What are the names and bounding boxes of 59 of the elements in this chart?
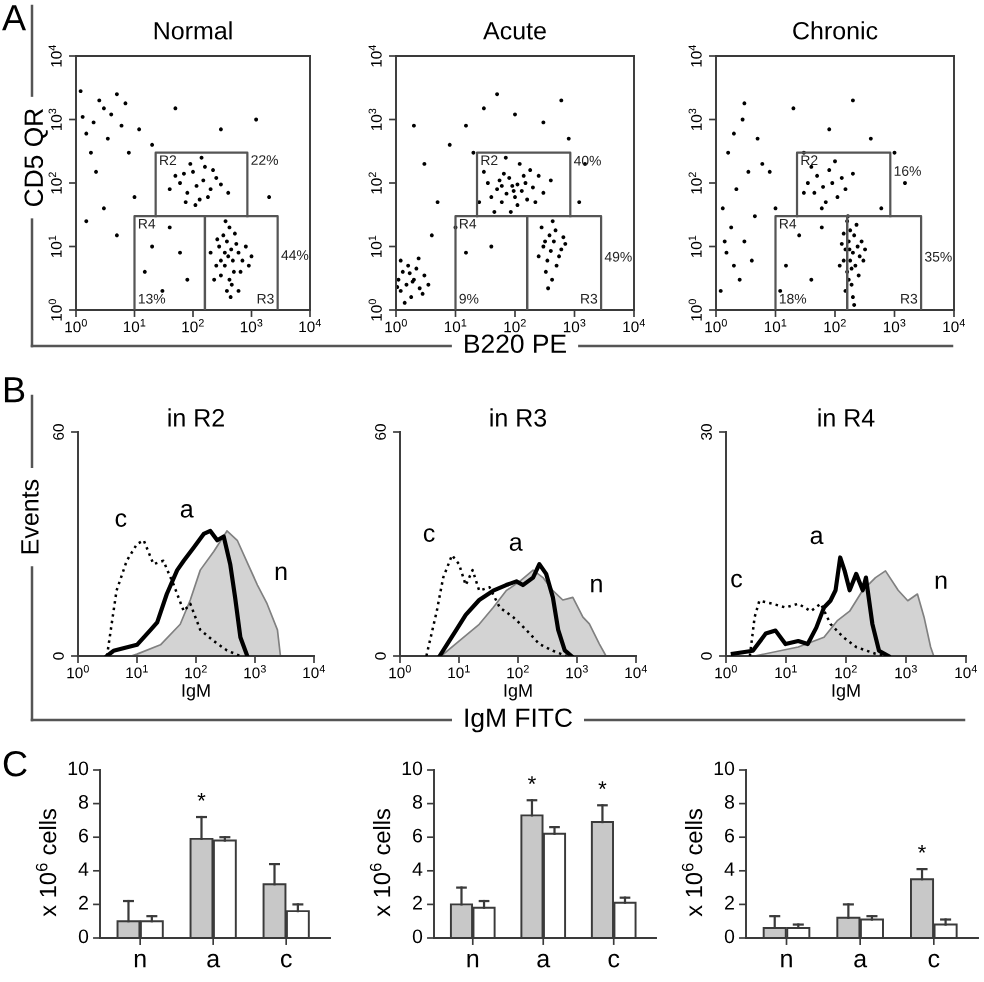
y-tick-label: 0 — [412, 929, 423, 944]
y-axis-title: CD5 QR — [24, 108, 48, 207]
y-tick-label: 2 — [413, 895, 422, 910]
series-label: c — [115, 513, 127, 527]
y-axis-title: x 10$^{6}$ cells — [681, 809, 703, 917]
y-axis-title: x 10$^{6}$ cells — [35, 809, 57, 917]
y-tick-label: 6 — [725, 828, 735, 843]
y-tick-label: 4 — [724, 862, 735, 876]
data-label: * — [197, 792, 206, 801]
y-tick-label: 4 — [78, 862, 89, 876]
x-tick-label: a — [537, 953, 551, 968]
y-tick-label: 2 — [725, 895, 734, 910]
chart-title: in R2 — [168, 408, 224, 427]
y-tick-label: 0 — [724, 929, 735, 944]
y-tick-label: 8 — [412, 795, 423, 809]
y-tick-label: 4 — [412, 862, 423, 876]
y-tick-label: 8 — [724, 795, 735, 809]
x-tick-label: a — [207, 953, 221, 968]
series-label: n — [275, 566, 287, 580]
series-label: n — [935, 575, 947, 589]
series-label: a — [509, 537, 523, 551]
x-axis-title: IgM — [182, 684, 210, 701]
chart-title: in R3 — [490, 408, 547, 427]
x-tick-label: c — [281, 953, 292, 968]
series-label: a — [180, 503, 194, 518]
x-tick-label: a — [854, 953, 868, 968]
series-label: a — [810, 530, 824, 545]
y-tick-label: 2 — [79, 895, 88, 910]
y-tick-label: 6 — [413, 828, 423, 843]
y-tick-label: 0 — [78, 929, 89, 944]
text: C — [3, 750, 27, 777]
x-axis-title: IgM — [832, 684, 860, 701]
text: A — [2, 5, 27, 31]
x-tick-label: n — [781, 953, 792, 968]
y-tick-label: 6 — [79, 828, 89, 843]
y-axis-title: x 10$^{6}$ cells — [369, 809, 391, 917]
series-label: c — [423, 528, 435, 542]
x-axis-title: B220 PE — [465, 334, 566, 354]
x-tick-label: c — [608, 953, 620, 968]
y-tick-label: 10 — [402, 761, 423, 776]
chart-title: in R4 — [818, 408, 875, 427]
data-label: * — [598, 781, 607, 790]
text: B — [4, 377, 25, 403]
chart-title: Normal — [154, 21, 232, 40]
x-tick-label: c — [928, 953, 940, 968]
y-axis-title: Events — [21, 479, 39, 554]
y-tick-label: 8 — [78, 795, 89, 809]
x-tick-label: n — [134, 953, 146, 968]
y-tick-label: 10 — [714, 761, 735, 776]
chart-title: Chronic — [793, 21, 878, 40]
series-label: n — [591, 578, 602, 593]
data-label: * — [527, 776, 536, 784]
series-label: c — [731, 573, 743, 588]
data-label: * — [918, 845, 926, 853]
y-tick-label: 10 — [68, 761, 89, 776]
x-tick-label: n — [467, 953, 479, 968]
chart-title: Acute — [483, 22, 546, 40]
text: IgM FITC — [465, 708, 572, 733]
x-axis-title: IgM — [504, 684, 532, 701]
